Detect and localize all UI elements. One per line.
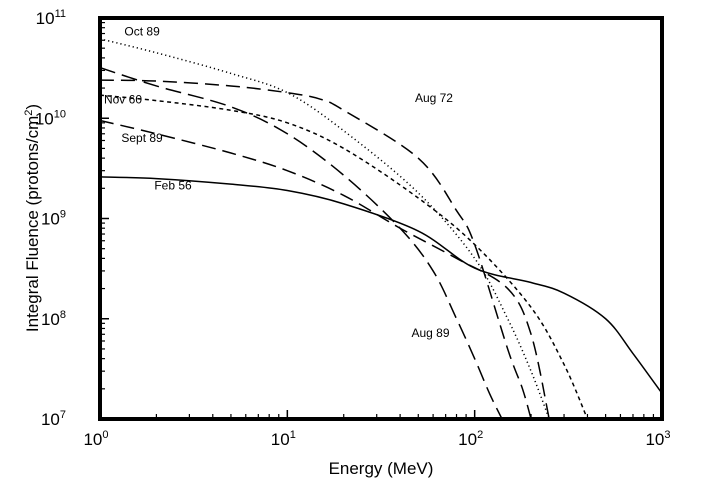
plot-frame: [98, 16, 664, 421]
y-tick-label: 108: [41, 309, 66, 329]
series-line-aug-72: [100, 79, 532, 419]
x-tick-group: 100 101 102 103: [83, 410, 671, 449]
x-tick-label: 101: [271, 429, 296, 449]
y-tick-label: 107: [41, 409, 66, 429]
y-tick-label: 1011: [36, 8, 66, 28]
x-tick-label: 102: [458, 429, 483, 449]
plot-clip-group: [100, 38, 662, 419]
y-axis-title: Integral Fluence (protons/cm2): [23, 104, 42, 332]
series-line-sept-89: [100, 119, 550, 419]
y-axis-title-main: Integral Fluence (protons/cm: [23, 116, 42, 332]
y-axis-title-sup: 2: [23, 110, 35, 116]
series-label-nov-60: Nov 60: [104, 93, 142, 107]
y-tick-group: 107 108 109 1010 1011: [35, 8, 109, 429]
y-axis-title-end: ): [23, 104, 42, 110]
series-label-aug-72: Aug 72: [415, 91, 453, 105]
series-line-feb-56: [100, 176, 662, 394]
series-label-group: Oct 89 Aug 72 Nov 60 Sept 89 Feb 56 Aug 89: [104, 24, 453, 339]
y-tick-label: 1010: [35, 108, 66, 128]
x-tick-label: 103: [645, 429, 670, 449]
series-label-feb-56: Feb 56: [154, 178, 192, 192]
x-axis-title: Energy (MeV): [329, 459, 434, 478]
series-label-sept-89: Sept 89: [121, 131, 163, 145]
y-tick-label: 109: [41, 209, 66, 229]
series-label-aug-89: Aug 89: [411, 326, 449, 340]
series-label-oct-89: Oct 89: [124, 24, 160, 38]
x-tick-label: 100: [83, 429, 108, 449]
series-line-nov-60: [100, 94, 589, 419]
series-line-aug-89: [100, 66, 503, 419]
series-line-oct-89: [100, 38, 550, 419]
